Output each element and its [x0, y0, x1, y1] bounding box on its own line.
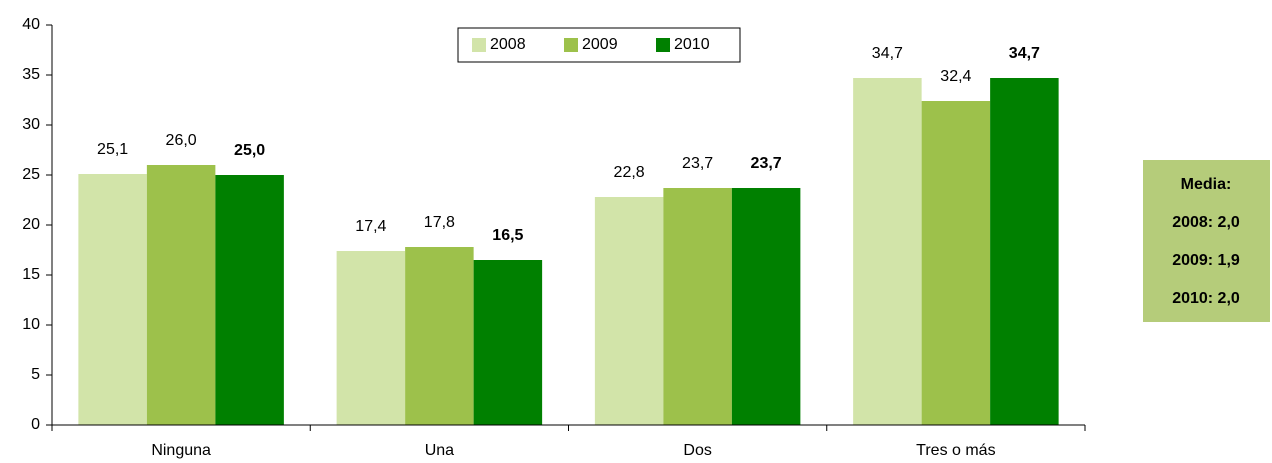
bar: [921, 101, 991, 425]
bar: [594, 197, 664, 425]
x-tick-label: Ninguna: [151, 442, 211, 459]
value-label: 23,7: [682, 155, 713, 172]
annotation: 2009: 1,9: [1172, 252, 1240, 269]
value-label: 32,4: [940, 68, 971, 85]
y-tick-label: 0: [31, 416, 40, 433]
value-label: 17,8: [424, 214, 455, 231]
legend-label: 2008: [490, 36, 526, 53]
legend-label: 2010: [674, 36, 710, 53]
x-tick-label: Tres o más: [916, 442, 995, 459]
annotation: 2008: 2,0: [1172, 214, 1240, 231]
legend-box: [457, 27, 741, 63]
y-tick-label: 35: [22, 66, 40, 83]
annotation: Media:: [1181, 176, 1232, 193]
value-label: 16,5: [492, 227, 523, 244]
x-tick-label: Una: [425, 442, 454, 459]
bar: [405, 247, 474, 425]
value-label: 23,7: [751, 155, 782, 172]
legend-swatch: [564, 38, 578, 52]
legend-swatch: [656, 38, 670, 52]
x-tick-label: Dos: [683, 442, 711, 459]
value-label: 26,0: [166, 132, 197, 149]
bar: [731, 188, 801, 425]
y-tick-label: 15: [22, 266, 40, 283]
value-label: 25,0: [234, 142, 265, 159]
bar: [473, 260, 543, 425]
y-tick-label: 10: [22, 316, 40, 333]
value-label: 22,8: [614, 164, 645, 181]
value-label: 34,7: [872, 45, 903, 62]
y-tick-label: 20: [22, 216, 40, 233]
y-tick-label: 25: [22, 166, 40, 183]
annotation: 2010: 2,0: [1172, 290, 1240, 307]
bar: [853, 78, 922, 425]
annotation-box: [1143, 160, 1270, 322]
y-tick-label: 40: [22, 16, 40, 33]
bar: [990, 78, 1059, 425]
bar: [78, 174, 147, 425]
y-tick-label: 5: [31, 366, 40, 383]
value-label: 17,4: [355, 218, 386, 235]
bar: [336, 251, 406, 425]
bar: [146, 165, 216, 425]
y-tick-label: 30: [22, 116, 40, 133]
value-label: 34,7: [1009, 45, 1040, 62]
legend-label: 2009: [582, 36, 618, 53]
legend-swatch: [472, 38, 486, 52]
bar: [663, 188, 732, 425]
bar: [215, 175, 284, 425]
value-label: 25,1: [97, 141, 128, 158]
